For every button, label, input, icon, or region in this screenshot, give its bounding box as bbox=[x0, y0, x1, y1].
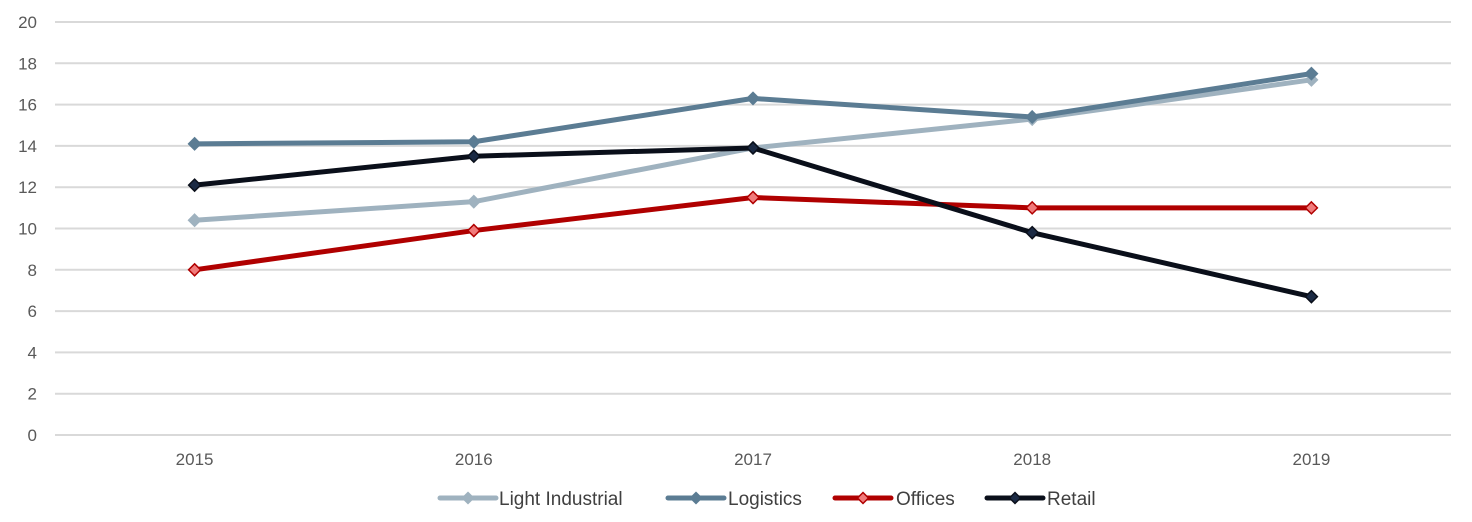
y-tick-label: 14 bbox=[18, 137, 37, 156]
data-point bbox=[187, 213, 202, 228]
data-point bbox=[466, 223, 481, 238]
legend: Light Industrial Logistics Offices Retail bbox=[437, 489, 1096, 510]
y-axis-ticks: 0 2 4 6 8 10 12 14 16 18 20 bbox=[18, 13, 37, 445]
data-point bbox=[1304, 66, 1319, 81]
y-tick-label: 20 bbox=[18, 13, 37, 32]
x-tick-label: 2016 bbox=[455, 450, 493, 469]
data-point bbox=[745, 91, 761, 106]
series-retail bbox=[187, 140, 1319, 304]
legend-item: Retail bbox=[984, 489, 1096, 510]
series-lines bbox=[187, 66, 1319, 304]
data-point bbox=[187, 136, 202, 151]
legend-label: Retail bbox=[1047, 489, 1096, 510]
x-axis-ticks: 2015 2016 2017 2018 2019 bbox=[176, 450, 1331, 469]
data-point bbox=[466, 149, 481, 164]
legend-item: Light Industrial bbox=[437, 489, 623, 510]
series-line bbox=[192, 145, 1314, 300]
x-tick-label: 2017 bbox=[734, 450, 772, 469]
legend-marker bbox=[1008, 491, 1022, 505]
data-point bbox=[466, 194, 481, 209]
y-tick-label: 12 bbox=[18, 178, 37, 197]
y-tick-label: 4 bbox=[28, 343, 37, 362]
data-point bbox=[1304, 200, 1319, 215]
y-tick-label: 18 bbox=[18, 54, 37, 73]
series-offices bbox=[187, 190, 1319, 277]
data-point bbox=[1304, 289, 1319, 304]
legend-marker bbox=[689, 491, 703, 505]
y-tick-label: 10 bbox=[18, 220, 37, 239]
y-tick-label: 8 bbox=[28, 261, 37, 280]
legend-marker bbox=[856, 491, 870, 505]
legend-label: Light Industrial bbox=[499, 489, 623, 510]
series-line bbox=[192, 71, 1314, 147]
data-point bbox=[745, 140, 761, 156]
y-tick-label: 0 bbox=[28, 426, 37, 445]
legend-label: Logistics bbox=[728, 489, 802, 510]
data-point bbox=[466, 134, 481, 149]
x-tick-label: 2019 bbox=[1292, 450, 1330, 469]
y-tick-label: 16 bbox=[18, 96, 37, 115]
legend-item: Offices bbox=[832, 489, 955, 510]
data-point bbox=[187, 262, 202, 277]
x-tick-label: 2018 bbox=[1013, 450, 1051, 469]
y-tick-label: 6 bbox=[28, 302, 37, 321]
legend-label: Offices bbox=[896, 489, 955, 510]
data-point bbox=[1025, 225, 1040, 240]
legend-item: Logistics bbox=[665, 489, 802, 510]
data-point bbox=[1025, 109, 1040, 125]
data-point bbox=[187, 178, 202, 193]
y-tick-label: 2 bbox=[28, 385, 37, 404]
legend-marker bbox=[461, 491, 475, 505]
data-point bbox=[745, 190, 761, 205]
data-point bbox=[1025, 200, 1040, 215]
x-tick-label: 2015 bbox=[176, 450, 214, 469]
series-logistics bbox=[187, 66, 1319, 151]
